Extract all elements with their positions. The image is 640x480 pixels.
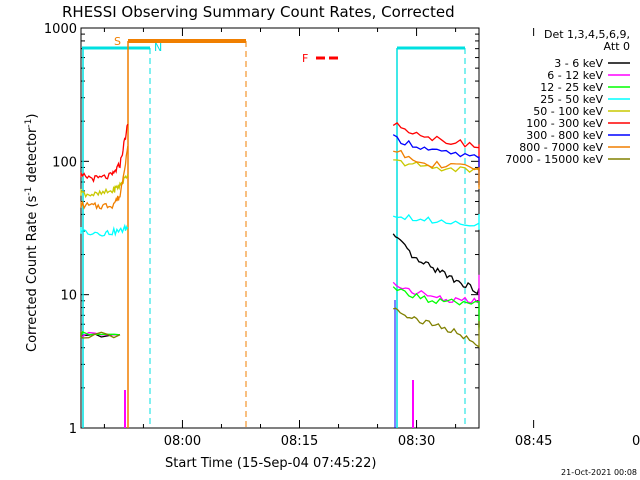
series-line <box>392 233 480 328</box>
x-tick-label: 08:00 <box>164 434 201 449</box>
y-axis-label-part1: Corrected Count Rate (s <box>25 195 40 352</box>
plot-frame <box>80 27 480 429</box>
y-axis-label-end: ) <box>25 114 40 119</box>
y-tick-label: 1000 <box>44 22 77 37</box>
y-axis-label-part2: detector <box>25 127 40 187</box>
legend-entry-label: 7000 - 15000 keV <box>505 153 603 166</box>
attenuator-markers: S N F <box>82 35 466 428</box>
y-tick-labels: 1 10 100 1000 <box>44 22 77 437</box>
y-axis-label-sup1: -1 <box>24 187 34 196</box>
legend-header: Att 0 <box>604 40 630 53</box>
legend-entry-label: 800 - 7000 keV <box>519 141 603 154</box>
x-tick-label: 08:30 <box>398 434 435 449</box>
legend-entry-label: 12 - 25 keV <box>540 81 603 94</box>
series-line <box>392 122 480 172</box>
y-axis-label: Corrected Count Rate (s-1 detector-1) <box>24 114 40 352</box>
series-line <box>392 213 480 230</box>
x-tick-label: 08:15 <box>281 434 318 449</box>
x-tick-label: 09:00 <box>632 434 640 449</box>
series-line <box>392 134 480 186</box>
legend-entry-label: 25 - 50 keV <box>540 93 603 106</box>
series-line <box>80 223 129 237</box>
legend-entry-label: 300 - 800 keV <box>526 129 603 142</box>
series-line <box>80 123 129 183</box>
flare-label: F <box>302 52 308 65</box>
legend-entry-label: 3 - 6 keV <box>554 57 603 70</box>
legend-entry-label: 50 - 100 keV <box>533 105 603 118</box>
series-line <box>80 146 129 210</box>
saa-label: S <box>114 35 121 48</box>
series-line <box>80 174 129 199</box>
y-tick-label: 1 <box>69 422 77 437</box>
series-line <box>393 149 480 189</box>
data-series <box>80 122 480 348</box>
series-line <box>392 286 480 330</box>
x-axis-label: Start Time (15-Sep-04 07:45:22) <box>165 456 376 471</box>
legend-entry-label: 100 - 300 keV <box>526 117 603 130</box>
series-line <box>80 331 121 339</box>
series-line <box>393 159 480 187</box>
footer-timestamp: 21-Oct-2021 00:08 <box>561 468 637 477</box>
y-tick-label: 100 <box>52 155 77 170</box>
y-axis-label-sup2: -1 <box>24 119 34 128</box>
night-label: N <box>154 41 162 54</box>
x-tick-label: 08:45 <box>515 434 552 449</box>
series-line <box>392 274 480 307</box>
legend-entry-label: 6 - 12 keV <box>547 69 603 82</box>
series-line <box>393 307 480 348</box>
chart-title: RHESSI Observing Summary Count Rates, Co… <box>62 3 455 21</box>
legend-header: Det 1,3,4,5,6,9, <box>544 28 630 41</box>
y-tick-label: 10 <box>60 289 77 304</box>
